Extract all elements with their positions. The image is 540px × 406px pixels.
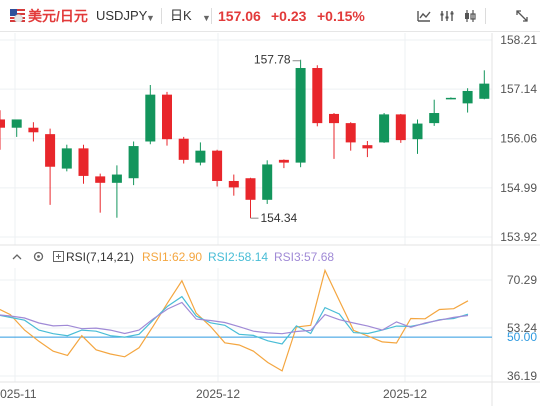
toolbar: 美元/日元 USDJPY ▼ 日K ▼ 157.06 +0.23 +0.15%: [0, 0, 540, 32]
candle-body: [95, 176, 106, 183]
candlestick-series: [0, 59, 490, 219]
candle-body: [61, 148, 72, 169]
price-tick-label: 153.92: [500, 230, 537, 244]
candle-body: [379, 114, 390, 143]
candle-body: [195, 150, 206, 163]
candle-body: [11, 119, 22, 128]
candle-body: [128, 146, 139, 179]
symbol-name[interactable]: 美元/日元: [28, 8, 88, 24]
rsi1-value: RSI1:62.90: [142, 250, 203, 264]
rsi-line-rsi1: [0, 268, 469, 372]
price-tick-label: 158.21: [500, 33, 537, 47]
candle-body: [462, 90, 473, 104]
candle-body: [45, 134, 56, 167]
time-axis: 2025-11 2025-12 2025-12: [0, 387, 427, 401]
rsi2-value: RSI2:58.14: [208, 250, 269, 264]
candle-body: [329, 113, 339, 124]
candle-body: [262, 164, 273, 200]
candle-body: [412, 123, 423, 140]
rsi3-value: RSI3:57.68: [274, 250, 335, 264]
fullscreen-icon[interactable]: [512, 6, 532, 26]
chevron-down-icon[interactable]: ▼: [146, 13, 155, 23]
candle-body: [0, 119, 5, 128]
symbol-code[interactable]: USDJPY: [96, 8, 148, 23]
candle-body: [145, 94, 156, 142]
candlestick-icon[interactable]: [460, 6, 480, 26]
rsi-legend: RSI(7,14,21) RSI1:62.90 RSI2:58.14 RSI3:…: [0, 248, 540, 266]
settings-gear-icon[interactable]: [32, 250, 45, 263]
candle-body: [312, 68, 323, 124]
last-price: 157.06: [218, 8, 261, 24]
candle-body: [212, 150, 223, 181]
price-tick-label: 154.99: [500, 181, 537, 195]
price-annotations: 157.78 154.34: [250, 53, 301, 225]
candle-body: [362, 145, 373, 149]
candle-body: [479, 83, 490, 99]
price-change: +0.23: [271, 8, 307, 24]
candle-body: [78, 148, 89, 176]
price-change-percent: +0.15%: [317, 8, 365, 24]
collapse-icon[interactable]: [11, 251, 23, 263]
price-axis: 158.21 157.14 156.06 154.99 153.92: [500, 33, 537, 244]
indicator-settings-icon[interactable]: [437, 6, 457, 26]
candle-body: [295, 68, 306, 163]
low-annotation: 154.34: [261, 211, 298, 225]
candle-body: [162, 94, 172, 140]
candle-body: [28, 127, 39, 133]
high-annotation: 157.78: [254, 53, 291, 67]
candle-body: [395, 114, 406, 141]
rsi-title[interactable]: RSI(7,14,21): [66, 250, 135, 264]
rsi-tick-label: 50.00: [507, 330, 537, 344]
candle-body: [429, 113, 440, 124]
price-tick-label: 157.14: [500, 82, 537, 96]
rsi-tick-label: 70.29: [507, 273, 537, 287]
candle-body: [228, 180, 239, 188]
period-selector[interactable]: 日K: [170, 8, 192, 23]
rsi-line-rsi3: [0, 301, 469, 335]
candle-body: [278, 159, 289, 163]
candle-body: [345, 123, 356, 143]
time-tick-label: 2025-11: [0, 387, 37, 401]
divider: [485, 8, 486, 24]
rsi-line-rsi2: [0, 295, 469, 345]
indicator-box-icon[interactable]: [53, 251, 64, 262]
period-chevron-down-icon[interactable]: ▼: [202, 13, 211, 23]
divider: [211, 8, 212, 24]
time-tick-label: 2025-12: [383, 387, 427, 401]
price-tick-label: 156.06: [500, 132, 537, 146]
time-tick-label: 2025-12: [196, 387, 240, 401]
rsi-tick-label: 53.24: [507, 321, 537, 335]
candle-body: [111, 174, 122, 183]
candle-body: [245, 178, 256, 200]
us-flag-icon: [10, 9, 25, 22]
line-chart-icon[interactable]: [414, 6, 434, 26]
candle-body: [445, 97, 456, 100]
rsi-tick-label: 36.19: [507, 369, 537, 383]
candle-body: [178, 138, 189, 160]
divider: [161, 8, 162, 24]
grid: [0, 33, 540, 406]
